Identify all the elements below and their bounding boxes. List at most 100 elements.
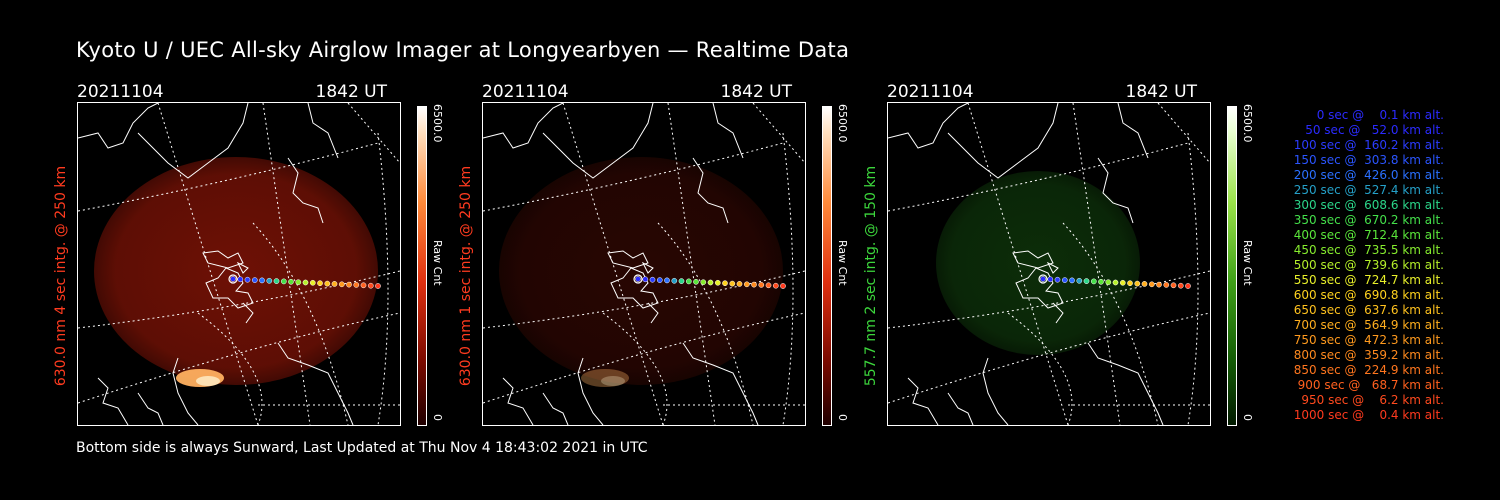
grid-line [78,312,400,404]
trajectory-marker [1105,279,1112,286]
trajectory-marker [772,282,779,289]
coastline [502,377,534,425]
colorbar-max-label: 6500.0 [431,104,444,143]
grid-line [347,103,400,164]
trajectory-marker [331,281,338,287]
trajectory-marker [353,282,360,288]
panel-wavelength-label: 630.0 nm 4 sec intg. @ 250 km [53,165,69,387]
legend-row: 450 sec @ 735.5 km alt. [1293,243,1444,257]
legend-row: 850 sec @ 224.9 km alt. [1293,363,1444,377]
panel-630nm-4sec: 20211104 1842 UT 630.0 nm 4 sec intg. @ … [53,82,457,432]
colorbar [417,106,427,426]
legend-row: 900 sec @ 68.7 km alt. [1297,378,1444,392]
grid-line [967,103,1069,425]
allsky-image [482,102,806,426]
trajectory-marker [1170,282,1177,289]
legend-row: 250 sec @ 527.4 km alt. [1293,183,1444,197]
trajectory-marker [635,276,641,282]
trajectory-marker [237,276,244,283]
coastline [205,267,254,309]
panel-time: 1842 UT [1125,82,1198,102]
panel-time: 1842 UT [315,82,388,102]
colorbar-max-label: 6500.0 [836,104,849,143]
trajectory-marker [707,279,714,286]
panel-time: 1842 UT [720,82,793,102]
grid-line [1187,132,1199,425]
coastline [78,103,159,149]
aurora-patch [581,369,629,387]
coastline [607,250,649,269]
panel-wavelength-label: 630.0 nm 1 sec intg. @ 250 km [458,165,474,387]
legend-row: 950 sec @ 6.2 km alt. [1301,393,1444,407]
colorbar-min-label: 0 [836,414,849,421]
legend-row: 400 sec @ 712.4 km alt. [1293,228,1444,242]
trajectory-marker [649,276,656,283]
trajectory-marker [714,279,721,286]
coastline [647,302,659,324]
grid-line [262,103,311,425]
allsky-map [888,103,1210,425]
coastline [287,157,324,224]
trajectory-marker [1127,280,1133,287]
legend-row: 1000 sec @ 0.4 km alt. [1293,408,1444,422]
allsky-map [483,103,805,425]
legend-row: 300 sec @ 608.6 km alt. [1293,198,1444,212]
trajectory-marker [1054,276,1061,283]
grid-line [602,312,668,425]
trajectory-marker [693,278,699,285]
trajectory-marker [1090,278,1097,285]
trajectory-marker [765,282,772,289]
panel-date: 20211104 [77,82,164,102]
coastline [682,342,759,425]
trajectory-marker [244,276,251,283]
colorbar-unit-label: Raw Cnt [431,240,444,286]
grid-line [667,103,716,425]
trajectory-marker [722,280,728,287]
grid-line [782,132,794,425]
trajectory-marker [1119,279,1126,286]
trajectory-marker [338,281,345,288]
coastline [172,357,199,425]
coastline [97,377,129,425]
coastline [137,392,164,425]
trajectory-marker [280,278,287,285]
trajectory-marker [664,277,670,284]
coastline [947,103,1059,179]
legend-row: 750 sec @ 472.3 km alt. [1293,333,1444,347]
coastline [242,302,254,324]
coastline [1012,250,1054,269]
grid-line [78,270,400,329]
coastline [712,103,744,159]
colorbar-unit-label: Raw Cnt [836,240,849,286]
station-marker [228,274,238,284]
trajectory-marker [1076,277,1083,284]
coastline [947,392,974,425]
trajectory-marker [736,281,743,287]
trajectory-marker [266,277,273,284]
trajectory-marker [685,278,692,285]
legend-row: 150 sec @ 303.8 km alt. [1293,153,1444,167]
grid-line [1072,103,1121,425]
trajectory-marker [751,281,757,288]
trajectory-marker [1047,276,1054,283]
grid-line [377,132,389,425]
airglow-disk [94,157,378,385]
airglow-disk [936,171,1140,355]
grid-line [752,103,805,164]
trajectory-marker [317,280,323,287]
trajectory-marker [1040,276,1046,282]
trajectory-marker [302,279,309,286]
panel-date: 20211104 [887,82,974,102]
panel-630nm-1sec: 20211104 1842 UT 630.0 nm 1 sec intg. @ … [458,82,862,432]
trajectory-marker [1185,283,1191,289]
grid-line [888,312,1210,404]
allsky-image [887,102,1211,426]
coastline [1117,103,1149,159]
trajectory-marker [700,279,707,286]
trajectory-marker [671,277,678,284]
grid-line [157,103,259,425]
trajectory-marker [656,277,663,283]
colorbar-min-label: 0 [1241,414,1254,421]
coastline [692,157,729,224]
coastline [1052,302,1064,324]
